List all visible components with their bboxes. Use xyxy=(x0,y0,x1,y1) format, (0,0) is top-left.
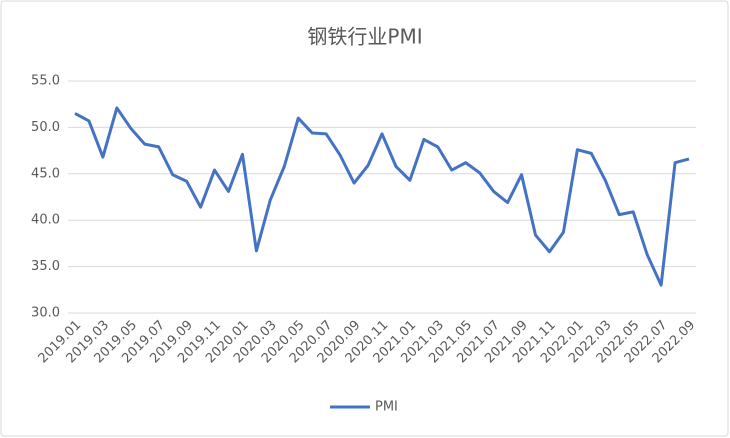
y-tick-label: 50.0 xyxy=(31,120,60,135)
y-tick-label: 35.0 xyxy=(31,259,60,274)
chart-title: 钢铁行业PMI xyxy=(307,25,422,49)
y-tick-label: 40.0 xyxy=(31,213,60,228)
y-tick-label: 55.0 xyxy=(31,74,60,89)
y-tick-label: 30.0 xyxy=(31,306,60,321)
legend-label: PMI xyxy=(375,400,398,415)
y-tick-label: 45.0 xyxy=(31,166,60,181)
data-line xyxy=(74,106,690,287)
